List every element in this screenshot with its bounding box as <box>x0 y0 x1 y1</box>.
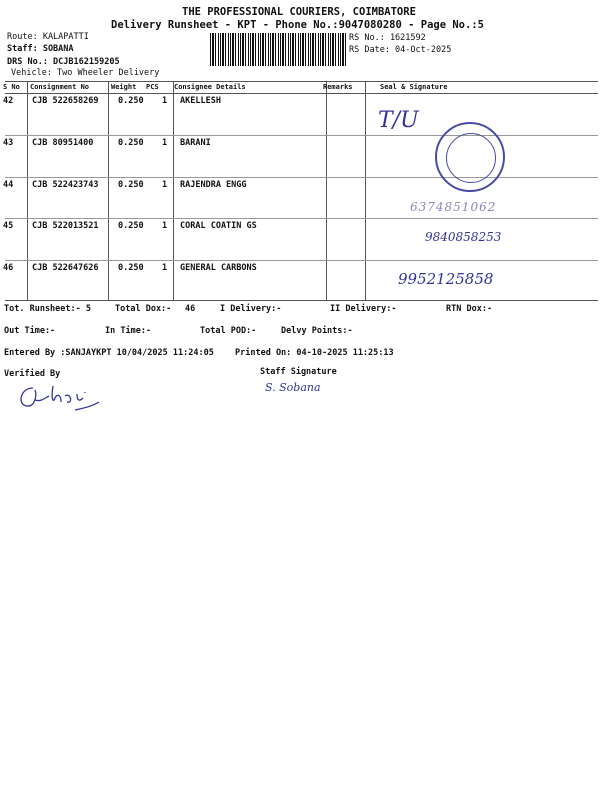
weight: 0.250 <box>118 263 144 273</box>
i-delivery: I Delivery:- <box>220 304 282 314</box>
col-sno: S No <box>3 83 20 91</box>
pcs: 1 <box>162 96 168 106</box>
staff-signature-label: Staff Signature <box>260 367 337 377</box>
entered-by: Entered By :SANJAYKPT 10/04/2025 11:24:0… <box>4 348 214 358</box>
col-remarks: Remarks <box>323 83 353 91</box>
s-no: 42 <box>3 96 14 106</box>
col-consignee: Consignee Details <box>174 83 246 91</box>
tot-runsheet: Tot. Runsheet:- 5 <box>4 304 91 314</box>
pcs: 1 <box>162 221 168 231</box>
consignment-no: CJB 522013521 <box>32 221 99 231</box>
route: Route: KALAPATTI <box>7 32 89 42</box>
consignment-no: CJB 522647626 <box>32 263 99 273</box>
rs-date: RS Date: 04-Oct-2025 <box>349 45 452 55</box>
col-consignment: Consignment No <box>30 83 90 91</box>
total-pod: Total POD:- <box>200 326 257 336</box>
weight: 0.250 <box>118 96 144 106</box>
total-dox-value: 46 <box>185 304 196 314</box>
s-no: 46 <box>3 263 14 273</box>
consignee-details: AKELLESH <box>180 96 221 106</box>
company-title: THE PROFESSIONAL COURIERS, COIMBATORE <box>182 6 416 18</box>
total-dox-label: Total Dox:- <box>115 304 172 314</box>
drs-no: DRS No.: DCJB162159205 <box>7 57 120 67</box>
handwritten-phone: 9840858253 <box>425 230 502 244</box>
col-pcs: PCS <box>146 83 159 91</box>
consignee-details: BARANI <box>180 138 211 148</box>
pcs: 1 <box>162 138 168 148</box>
out-time: Out Time:- <box>4 326 56 336</box>
verifier-signature <box>20 385 100 411</box>
delvy-points: Delvy Points:- <box>281 326 353 336</box>
weight: 0.250 <box>118 221 144 231</box>
handwritten-mark: T/U <box>378 108 419 133</box>
col-weight: Weight <box>111 83 137 91</box>
company-seal-stamp <box>435 122 505 192</box>
pcs: 1 <box>162 180 168 190</box>
consignee-details: CORAL COATIN GS <box>180 221 257 231</box>
weight: 0.250 <box>118 138 144 148</box>
consignee-details: GENERAL CARBONS <box>180 263 257 273</box>
staff: Staff: SOBANA <box>7 44 74 54</box>
s-no: 43 <box>3 138 14 148</box>
handwritten-phone: 6374851062 <box>410 200 497 214</box>
handwritten-phone: 9952125858 <box>398 270 494 288</box>
barcode <box>210 33 346 66</box>
consignment-no: CJB 522658269 <box>32 96 99 106</box>
consignee-details: RAJENDRA ENGG <box>180 180 247 190</box>
consignment-no: CJB 80951400 <box>32 138 94 148</box>
printed-on: Printed On: 04-10-2025 11:25:13 <box>235 348 394 358</box>
s-no: 44 <box>3 180 14 190</box>
col-seal: Seal & Signature <box>380 83 448 91</box>
ii-delivery: II Delivery:- <box>330 304 397 314</box>
staff-signature: S. Sobana <box>265 381 321 394</box>
pcs: 1 <box>162 263 168 273</box>
in-time: In Time:- <box>105 326 152 336</box>
runsheet-subtitle: Delivery Runsheet - KPT - Phone No.:9047… <box>111 19 484 31</box>
weight: 0.250 <box>118 180 144 190</box>
rtn-dox: RTN Dox:- <box>446 304 493 314</box>
verified-by-label: Verified By <box>4 369 61 379</box>
consignment-no: CJB 522423743 <box>32 180 99 190</box>
vehicle: Vehicle: Two Wheeler Delivery <box>11 68 160 78</box>
s-no: 45 <box>3 221 14 231</box>
rs-no: RS No.: 1621592 <box>349 33 426 43</box>
